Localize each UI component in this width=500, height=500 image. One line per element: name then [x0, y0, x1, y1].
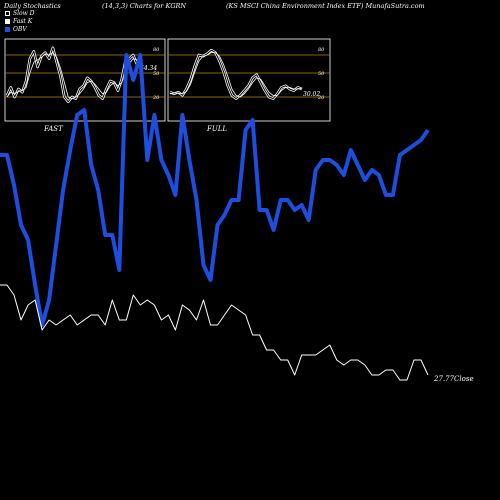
fast-tick-label-80: 80	[153, 47, 160, 53]
legend-label-obv: OBV	[13, 26, 27, 33]
fast-tick-label-50: 50	[153, 71, 160, 77]
close-last-value-label: 27.77Close	[433, 375, 474, 383]
obv-series-line	[0, 53, 430, 327]
full-panel: 80 50 20 30.02 FULL	[167, 38, 331, 133]
header-middle-title: (14,3,3) Charts for KGRN	[102, 2, 187, 10]
full-tick-label-20: 20	[317, 95, 325, 101]
header-right-title: (KS MSCI China Environment Index ETF) Mu…	[226, 2, 425, 10]
full-lines-series-0-inner	[169, 49, 303, 100]
fast-last-value-label: 64.34	[140, 65, 157, 72]
legend-swatch-fast-k	[5, 19, 10, 24]
legend-item-obv: OBV	[5, 26, 27, 33]
full-panel-frame	[167, 38, 331, 122]
main-chart: 27.77Close	[0, 53, 474, 383]
fast-tick-label-20: 20	[152, 95, 160, 101]
full-lines-series-1	[169, 52, 303, 98]
legend-swatch-obv	[5, 27, 10, 32]
fast-panel: 80 50 20 64.34 FAST	[4, 38, 166, 133]
legend-item-slow-d: Slow D	[5, 10, 35, 17]
fast-panel-title: FAST	[43, 125, 64, 133]
full-tick-label-80: 80	[318, 47, 325, 53]
full-panel-title: FULL	[206, 125, 227, 133]
legend-item-fast-k: Fast K	[5, 18, 32, 25]
header-left-title: Daily Stochastics	[4, 2, 61, 10]
legend-label-slow-d: Slow D	[13, 10, 35, 17]
fast-lines-series-0-inner	[6, 47, 138, 103]
full-last-value-label: 30.02	[303, 91, 320, 98]
legend-swatch-slow-d	[5, 11, 10, 16]
close-series-line	[0, 284, 429, 381]
legend-label-fast-k: Fast K	[13, 18, 33, 25]
fast-lines-series-1	[6, 52, 138, 99]
full-tick-label-50: 50	[318, 71, 325, 77]
